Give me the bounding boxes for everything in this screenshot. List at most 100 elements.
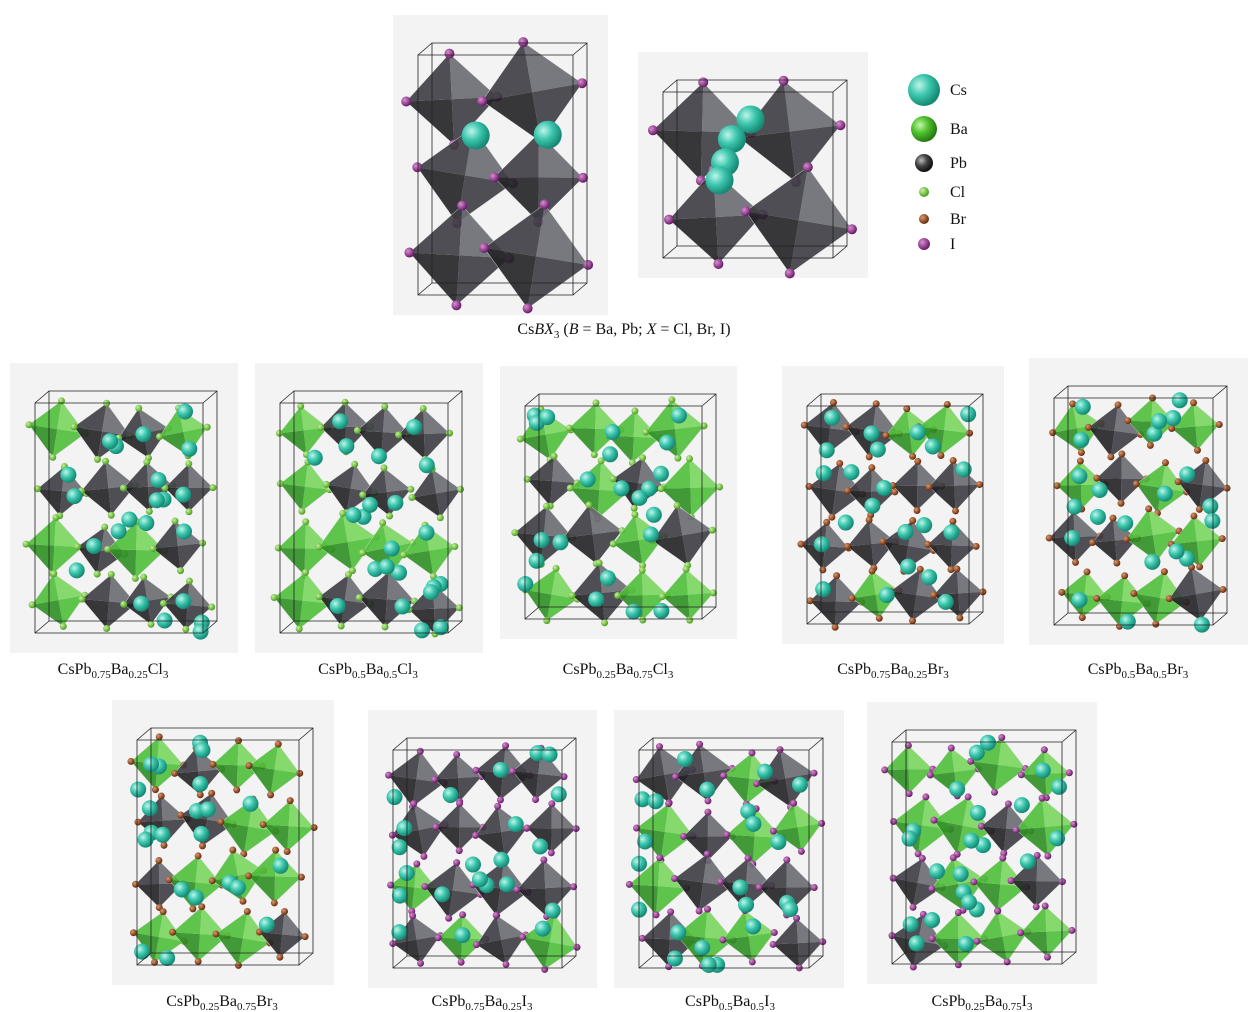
halide-atom: [208, 603, 216, 611]
halide-atom: [930, 591, 938, 599]
octahedron-face: [746, 858, 772, 886]
halide-atom: [185, 508, 193, 516]
halide-atom: [905, 790, 913, 798]
octahedron-face: [912, 594, 943, 621]
halide-atom: [281, 907, 289, 915]
octahedron-face: [1171, 515, 1197, 545]
formula-segment: Br: [256, 993, 273, 1010]
cs-atom: [815, 465, 832, 482]
octahedron-face: [563, 534, 597, 564]
halide-atom: [502, 742, 510, 750]
halide-atom: [1093, 594, 1101, 602]
halide-atom: [633, 824, 641, 832]
halide-atom: [577, 78, 588, 89]
halide-atom: [519, 933, 527, 941]
halide-atom: [720, 772, 728, 780]
cs-atom: [961, 894, 978, 911]
octahedron-face: [198, 934, 228, 962]
octahedron-face: [773, 803, 798, 832]
halide-atom: [889, 874, 897, 882]
cs-atom: [338, 438, 355, 455]
cs-atom: [969, 804, 986, 821]
octahedron-face: [674, 878, 704, 912]
legend-label: I: [950, 236, 955, 253]
halide-atom: [909, 903, 917, 911]
halide-atom: [1049, 429, 1057, 437]
halide-atom: [879, 537, 887, 545]
octahedron-face: [341, 600, 371, 627]
halide-atom: [926, 771, 934, 779]
halide-atom: [909, 517, 917, 525]
octahedron-face: [1096, 598, 1123, 627]
halide-atom: [387, 881, 395, 889]
octahedron-face: [668, 170, 716, 220]
halide-atom: [159, 908, 167, 916]
octahedron-face: [326, 484, 351, 513]
cs-atom: [613, 480, 630, 497]
halide-atom: [274, 544, 282, 552]
octahedron-face: [207, 793, 234, 825]
octahedron-face: [998, 737, 1026, 769]
cs-atom: [345, 507, 362, 524]
cs-atom: [909, 424, 926, 441]
octahedron-face: [977, 911, 1003, 942]
octahedron-face: [588, 504, 623, 535]
crystal: [1045, 385, 1231, 633]
octahedron-face: [951, 748, 979, 772]
halide-atom: [169, 928, 177, 936]
halide-atom: [674, 454, 682, 462]
halide-atom: [937, 451, 945, 459]
halide-atom: [831, 623, 839, 631]
halide-atom: [400, 551, 408, 559]
halide-atom: [455, 604, 463, 612]
halide-atom: [928, 935, 936, 943]
formula-segment: 3: [1027, 1001, 1033, 1012]
formula-segment: 3: [1183, 669, 1189, 681]
halide-atom: [1017, 929, 1025, 937]
legend-label: Ba: [950, 121, 968, 138]
halide-atom: [639, 616, 647, 624]
halide-atom: [523, 824, 531, 832]
halide-atom: [182, 625, 190, 633]
octahedron-face: [243, 826, 276, 854]
octahedron-face: [930, 748, 955, 775]
cs-atom: [175, 593, 192, 610]
cs-atom: [645, 506, 662, 523]
formula-segment: Cl: [653, 661, 669, 678]
halide-atom: [420, 852, 428, 860]
octahedron-face: [797, 941, 823, 968]
cs-atom: [378, 558, 395, 575]
halide-atom: [1130, 590, 1138, 598]
halide-atom: [778, 75, 789, 86]
halide-atom: [315, 593, 323, 601]
formula-segment: 0.25: [502, 1001, 522, 1012]
halide-atom: [451, 300, 462, 311]
halide-atom: [33, 485, 41, 493]
halide-atom: [819, 566, 827, 574]
halide-atom: [52, 513, 60, 521]
octahedron-face: [847, 519, 872, 547]
cs-atom: [418, 457, 435, 474]
structures: [10, 15, 1248, 988]
halide-atom: [823, 518, 831, 526]
formula-segment: I: [764, 993, 769, 1010]
crystal: [881, 729, 1078, 971]
crystal: [127, 727, 318, 969]
halide-atom: [890, 818, 898, 826]
cs-atom: [943, 524, 960, 541]
cs-atom: [1073, 431, 1090, 448]
halide-atom: [631, 511, 639, 519]
halide-atom: [952, 507, 960, 515]
cs-atom: [193, 825, 210, 842]
halide-atom: [1196, 563, 1204, 571]
octahedron-face: [662, 569, 688, 597]
cs-atom: [391, 887, 408, 904]
halide-atom: [395, 431, 403, 439]
halide-atom: [337, 622, 345, 630]
cs-atom: [272, 857, 289, 874]
octahedron-face: [1114, 538, 1138, 563]
halide-atom: [522, 303, 533, 314]
octahedron-face: [319, 574, 349, 601]
octahedron-face: [933, 568, 959, 595]
cs-atom: [391, 924, 408, 941]
